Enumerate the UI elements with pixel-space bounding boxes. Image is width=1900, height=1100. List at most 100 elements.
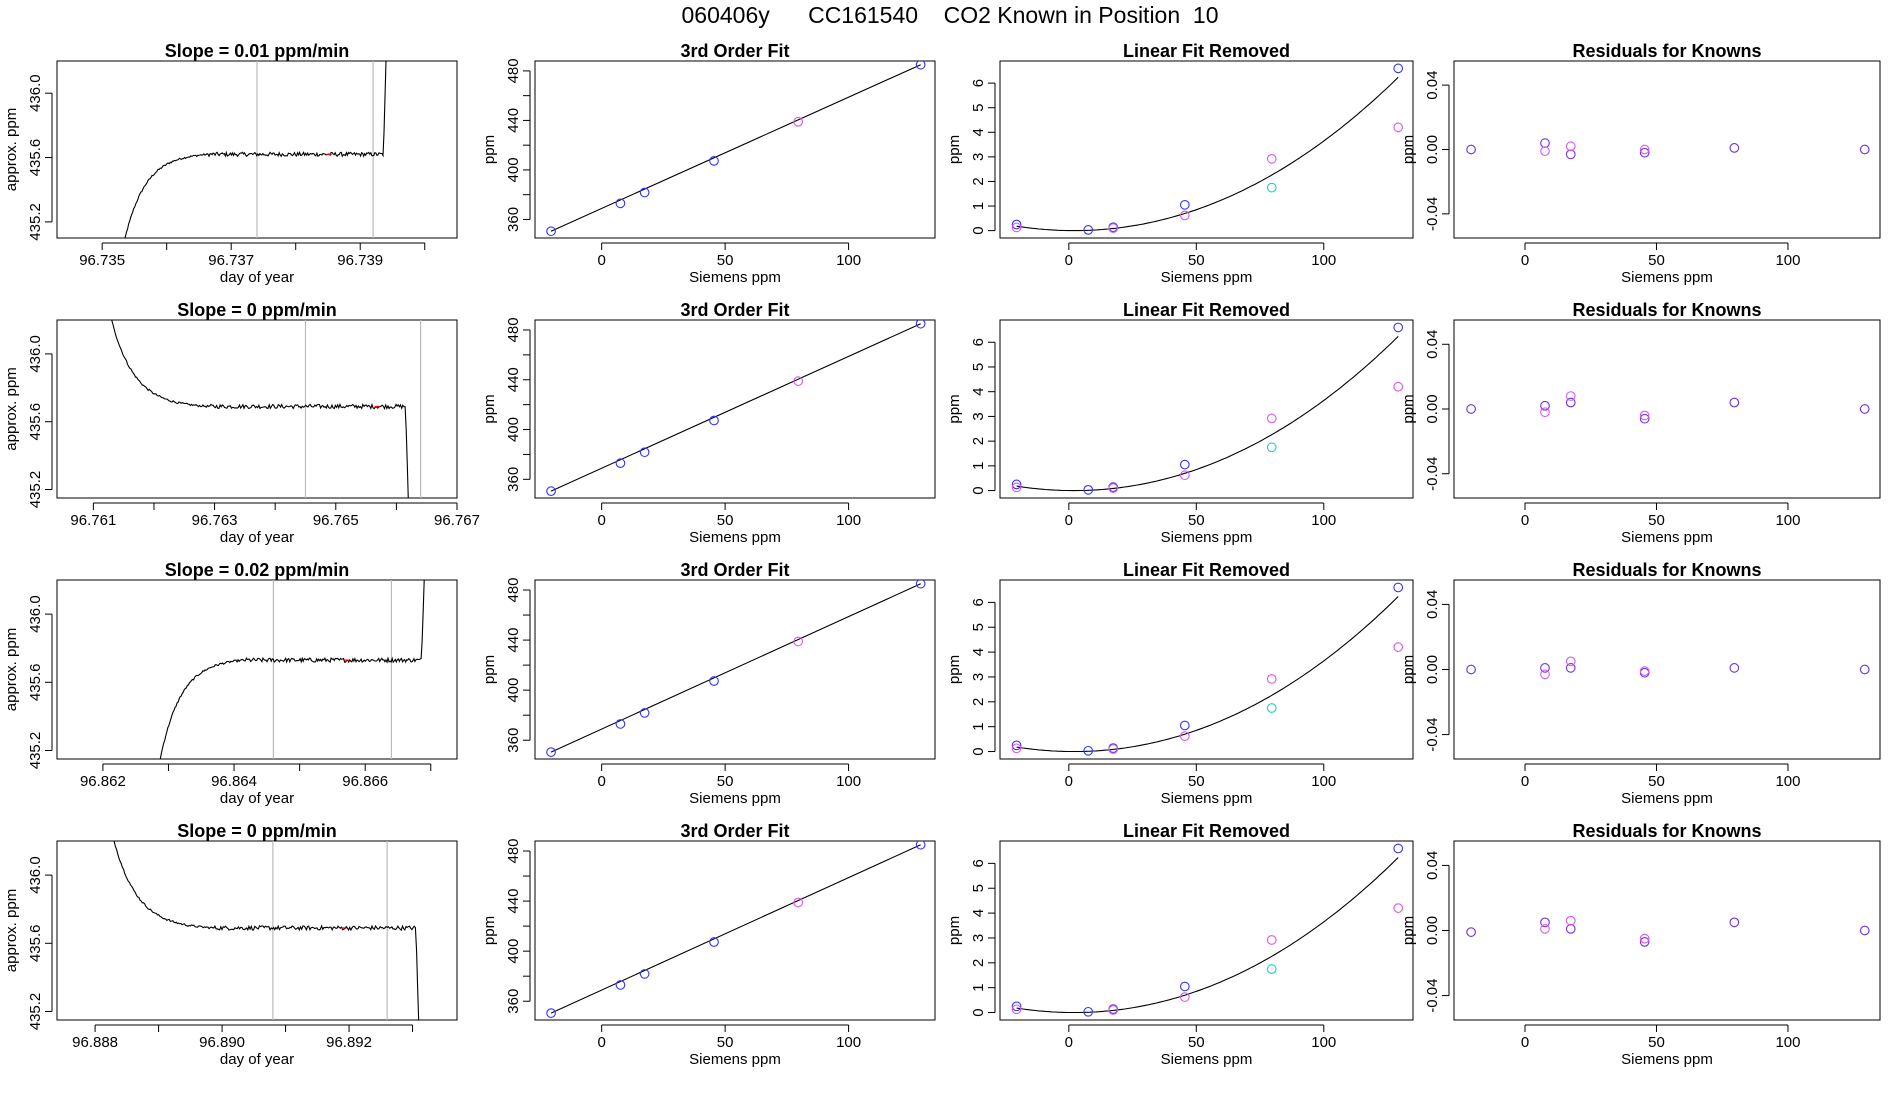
data-point xyxy=(1393,122,1404,133)
panel-r3-c1: Slope = 0.02 ppm/min 96.862 96.864 96.866 da… xyxy=(3,560,458,807)
x-axis-label: day of year xyxy=(220,790,294,807)
y-tick-label: 6 xyxy=(970,859,987,867)
data-point xyxy=(615,198,626,209)
x-axis-label: Siemens ppm xyxy=(1161,269,1253,286)
x-tick-label: 96.862 xyxy=(80,773,126,790)
plot-data xyxy=(113,841,420,1020)
fit-line xyxy=(550,583,921,753)
y-tick-label: 0.04 xyxy=(1424,71,1441,100)
y-tick-label: -0.04 xyxy=(1424,197,1441,231)
x-tick-label: 0 xyxy=(1065,773,1073,790)
y-tick-label: 6 xyxy=(970,598,987,606)
y-tick-label: 435.6 xyxy=(27,925,44,963)
data-point xyxy=(1179,199,1190,210)
x-tick-label: 0 xyxy=(1065,512,1073,529)
y-tick-label: 5 xyxy=(970,884,987,892)
x-tick-label: 96.864 xyxy=(211,773,257,790)
data-point xyxy=(1540,924,1550,934)
data-point xyxy=(709,676,719,686)
x-axis-label: Siemens ppm xyxy=(689,1051,781,1068)
plot-frame xyxy=(534,579,936,760)
y-axis-label: ppm xyxy=(1400,135,1417,164)
plot-frame xyxy=(999,319,1414,499)
y-axis-label: ppm xyxy=(1400,655,1417,684)
data-point xyxy=(709,156,719,166)
data-point xyxy=(1859,664,1870,675)
y-tick-label: 0.04 xyxy=(1424,851,1441,880)
x-axis-label: Siemens ppm xyxy=(1621,1051,1713,1068)
x-tick-label: 100 xyxy=(1311,512,1336,529)
data-point xyxy=(1639,933,1650,944)
x-tick-label: 50 xyxy=(717,773,734,790)
plot-data xyxy=(1011,582,1404,756)
x-tick-label: 0 xyxy=(597,773,605,790)
y-tick-label: 440 xyxy=(505,367,522,392)
data-point xyxy=(1729,917,1740,928)
plot-frame xyxy=(999,579,1414,760)
y-tick-label: 400 xyxy=(505,157,522,182)
data-trace xyxy=(113,841,420,1020)
data-point xyxy=(1011,740,1022,751)
data-point xyxy=(1565,391,1576,401)
plot-frame xyxy=(56,579,458,760)
y-axis-label: ppm xyxy=(1400,916,1417,945)
y-tick-label: 480 xyxy=(505,317,522,342)
y-tick-label: 436.0 xyxy=(27,335,44,373)
panel-title: Linear Fit Removed xyxy=(1123,300,1290,320)
fit-curve xyxy=(1016,76,1399,232)
x-tick-label: 96.763 xyxy=(192,512,238,529)
panel-r3-c4: Residuals for Knowns 0 50 100 Siemens ppm -0.… xyxy=(1400,560,1881,807)
y-tick-label: 4 xyxy=(970,648,987,656)
data-point xyxy=(1639,413,1650,424)
y-tick-label: 2 xyxy=(970,177,987,185)
y-tick-label: 360 xyxy=(505,467,522,492)
data-point xyxy=(1565,656,1576,667)
y-tick-label: 435.6 xyxy=(27,403,44,441)
data-point xyxy=(1639,937,1650,947)
y-tick-label: 5 xyxy=(970,623,987,631)
data-point xyxy=(1011,222,1022,233)
y-axis-label: ppm xyxy=(946,655,963,684)
data-point xyxy=(546,226,556,237)
data-point xyxy=(1108,1005,1119,1015)
data-point xyxy=(793,636,804,647)
y-tick-label: 435.2 xyxy=(27,471,44,509)
y-axis-label: ppm xyxy=(481,655,498,684)
y-tick-label: 436.0 xyxy=(27,74,44,112)
panel-r1-c1: Slope = 0.01 ppm/min 96.735 96.737 96.739 da… xyxy=(3,41,458,286)
data-point xyxy=(1729,143,1740,153)
panel-r3-c2: 3rd Order Fit 0 50 100 Siemens ppm 360 400 440 4… xyxy=(481,560,936,807)
y-tick-label: -0.04 xyxy=(1424,457,1441,491)
x-tick-label: 96.890 xyxy=(199,1034,245,1051)
data-point xyxy=(1011,482,1022,493)
data-point xyxy=(1011,1004,1022,1015)
plot-data xyxy=(1011,843,1404,1017)
figure-title: 060406y CC161540 CO2 Known in Position 1… xyxy=(681,2,1219,28)
y-tick-label: 440 xyxy=(505,108,522,133)
x-tick-label: 100 xyxy=(836,1034,861,1051)
x-tick-label: 0 xyxy=(1065,1034,1073,1051)
y-tick-label: 400 xyxy=(505,417,522,442)
panel-title: Linear Fit Removed xyxy=(1123,41,1290,61)
x-tick-label: 0 xyxy=(1521,512,1529,529)
y-tick-label: 6 xyxy=(970,79,987,87)
panel-r1-c3: Linear Fit Removed 0 50 100 Siemens ppm 0 1 2 3 4… xyxy=(946,41,1414,286)
plot-frame xyxy=(534,840,936,1021)
panel-title: Linear Fit Removed xyxy=(1123,821,1290,841)
data-point xyxy=(915,61,926,70)
y-tick-label: -0.04 xyxy=(1424,978,1441,1012)
y-tick-label: 0.00 xyxy=(1424,916,1441,945)
x-tick-label: 100 xyxy=(836,512,861,529)
data-point xyxy=(1466,664,1476,675)
x-axis-label: Siemens ppm xyxy=(1161,529,1253,546)
x-tick-label: 100 xyxy=(1311,773,1336,790)
y-tick-label: 0.00 xyxy=(1424,655,1441,684)
plot-data xyxy=(1466,138,1870,160)
y-tick-label: 1 xyxy=(970,723,987,731)
data-point xyxy=(1179,210,1190,221)
y-tick-label: 5 xyxy=(970,363,987,371)
x-tick-label: 96.888 xyxy=(72,1034,118,1051)
data-point xyxy=(1565,924,1576,934)
data-point xyxy=(1639,666,1650,676)
x-axis-label: Siemens ppm xyxy=(1621,529,1713,546)
